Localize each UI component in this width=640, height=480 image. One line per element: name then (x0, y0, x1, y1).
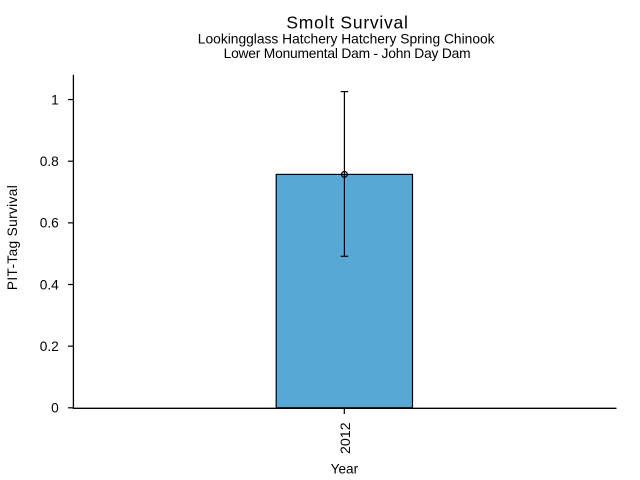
svg-text:1: 1 (51, 92, 59, 107)
svg-text:Lower Monumental Dam - John Da: Lower Monumental Dam - John Day Dam (224, 46, 471, 61)
svg-text:0.6: 0.6 (40, 216, 59, 231)
svg-text:0.2: 0.2 (40, 339, 59, 354)
svg-text:Smolt Survival: Smolt Survival (286, 13, 408, 33)
svg-text:Lookingglass Hatchery Hatchery: Lookingglass Hatchery Hatchery Spring Ch… (198, 32, 495, 47)
svg-text:2012: 2012 (338, 422, 354, 454)
svg-text:0.8: 0.8 (40, 154, 59, 169)
svg-text:PIT-Tag Survival: PIT-Tag Survival (5, 185, 20, 290)
svg-text:0.4: 0.4 (40, 277, 59, 292)
svg-text:0: 0 (51, 401, 59, 416)
svg-text:Year: Year (331, 462, 359, 477)
